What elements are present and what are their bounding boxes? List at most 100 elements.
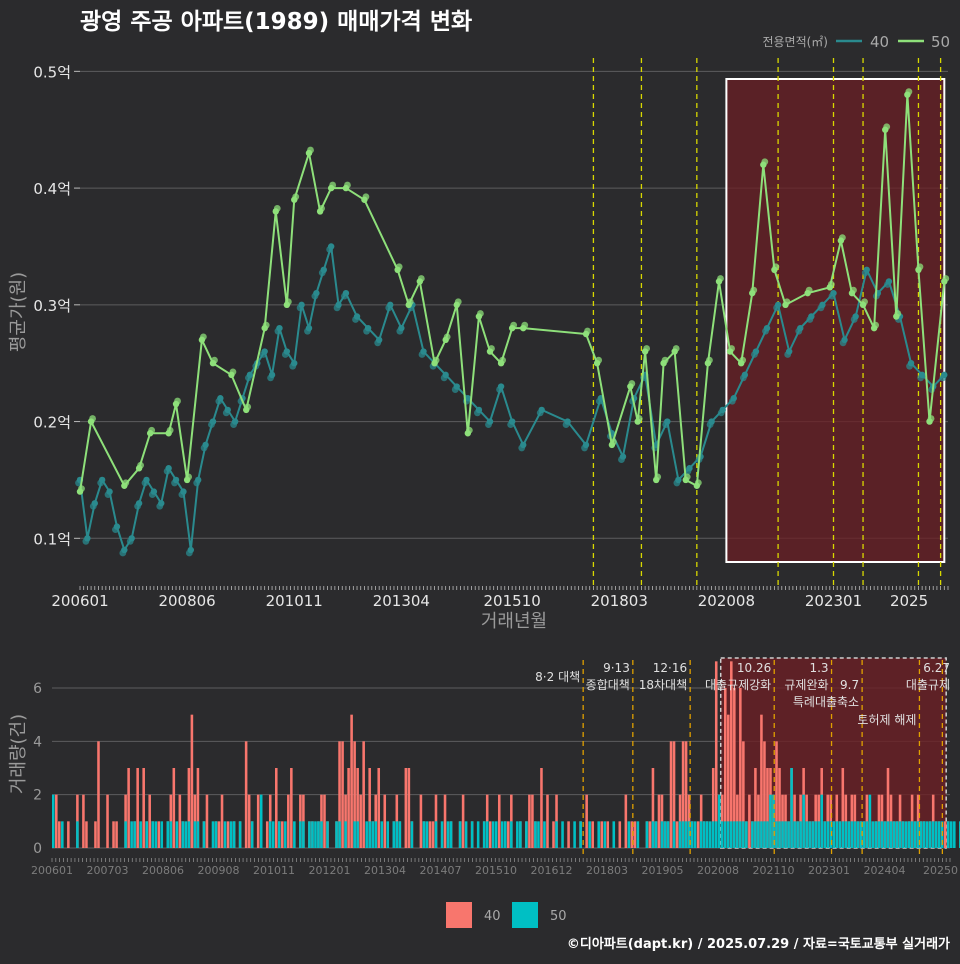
volume-bar-50 [410, 821, 414, 848]
price-point-40 [128, 535, 135, 542]
price-point-40 [907, 359, 915, 367]
volume-bar-50 [950, 821, 953, 848]
volume-bar-40 [723, 688, 727, 848]
volume-bar-40 [657, 794, 661, 848]
volume-bar-50 [672, 821, 676, 848]
volume-bar-40 [404, 768, 408, 848]
volume-bar-50 [883, 821, 887, 848]
volume-bar-50 [781, 821, 784, 848]
volume-bar-40 [633, 821, 637, 848]
volume-bar-40 [760, 714, 763, 848]
volume-bar-50 [811, 821, 814, 848]
price-x-tick-label: 201803 [591, 592, 648, 610]
price-point-50 [737, 359, 745, 367]
legend-title: 전용면적(㎡) [762, 35, 828, 49]
price-point-50 [283, 301, 291, 309]
volume-bar-40 [205, 794, 209, 848]
price-point-40 [520, 441, 527, 449]
volume-bar-40 [727, 714, 730, 848]
price-x-tick-label: 200601 [51, 592, 108, 610]
volume-y-tick-label: 6 [33, 681, 42, 697]
price-point-50 [926, 418, 933, 425]
volume-bar-40 [172, 768, 176, 848]
volume-annotation-text: 규제완화 [784, 678, 828, 692]
volume-bar-50 [865, 821, 869, 848]
price-point-40 [106, 488, 113, 495]
price-point-40 [291, 359, 298, 367]
volume-bar-50 [386, 821, 390, 848]
volume-bar-40 [178, 794, 182, 848]
volume-bar-50 [494, 821, 498, 848]
volume-bar-50 [229, 821, 233, 848]
volume-bar-50 [772, 794, 775, 848]
volume-x-tick-label: 201905 [642, 864, 684, 877]
volume-annotation-text: 6.27 [923, 661, 950, 675]
volume-x-tick-label: 202404 [864, 864, 906, 877]
volume-bar-40 [67, 821, 70, 848]
volume-bar-40 [431, 821, 435, 848]
volume-bar-40 [220, 794, 224, 848]
price-point-50 [228, 371, 235, 379]
volume-y-axis-label: 거래량(건) [8, 714, 29, 794]
price-point-50 [749, 289, 756, 297]
volume-bar-40 [651, 768, 655, 848]
volume-bar-40 [696, 821, 700, 848]
volume-bar-40 [407, 768, 411, 848]
volume-bar-50 [826, 821, 830, 848]
volume-annotation-text: 대출규제강화 [705, 678, 771, 692]
volume-bar-50 [317, 821, 320, 848]
bottom-legend-swatch-50 [512, 902, 538, 928]
volume-bar-40 [748, 794, 751, 848]
price-point-50 [508, 324, 516, 332]
volume-bar-50 [693, 821, 697, 848]
volume-bar-40 [624, 794, 628, 848]
volume-bar-40 [256, 794, 260, 848]
price-point-40 [375, 336, 383, 344]
volume-bar-50 [268, 821, 272, 848]
price-point-40 [202, 441, 209, 449]
bottom-legend-label-50: 50 [550, 909, 567, 924]
price-point-40 [313, 289, 320, 297]
volume-bar-50 [847, 821, 851, 848]
price-x-tick-label: 201011 [266, 592, 323, 610]
price-point-50 [641, 348, 649, 355]
volume-bar-50 [742, 821, 745, 848]
volume-bar-40 [711, 768, 715, 848]
price-point-40 [508, 418, 516, 425]
volume-bar-50 [470, 821, 474, 848]
price-point-50 [941, 278, 948, 285]
volume-bar-40 [763, 741, 766, 848]
volume-bar-50 [504, 821, 507, 848]
volume-bar-50 [278, 821, 281, 848]
volume-bar-40 [148, 794, 151, 848]
volume-bars [52, 661, 960, 848]
footer-credit: ©디아파트(dapt.kr) / 2025.07.29 / 자료=국토교통부 실… [567, 936, 950, 952]
price-point-50 [760, 161, 767, 168]
price-point-50 [915, 266, 922, 274]
price-point-40 [276, 324, 283, 332]
volume-x-tick-label: 201803 [586, 864, 628, 877]
price-y-tick-label: 0.3억 [33, 297, 71, 315]
volume-x-tick-label: 200908 [198, 864, 240, 877]
volume-bar-40 [157, 821, 161, 848]
y-axis-label: 평균가(원) [8, 272, 29, 352]
volume-bar-50 [211, 821, 215, 848]
volume-bar-50 [841, 821, 845, 848]
price-point-50 [165, 430, 172, 437]
volume-bar-50 [482, 821, 486, 848]
volume-bar-40 [290, 768, 293, 848]
volume-bar-40 [350, 714, 353, 848]
price-point-50 [582, 330, 590, 338]
bottom-legend: 40 50 [446, 902, 567, 928]
price-point-50 [442, 336, 449, 344]
volume-bar-50 [510, 821, 513, 848]
price-point-50 [291, 196, 298, 203]
price-point-50 [305, 149, 313, 157]
price-point-50 [272, 208, 279, 215]
price-point-50 [475, 313, 483, 320]
volume-bar-40 [347, 768, 350, 848]
volume-bar-50 [730, 821, 733, 848]
price-point-40 [763, 324, 771, 332]
price-point-40 [675, 476, 682, 484]
